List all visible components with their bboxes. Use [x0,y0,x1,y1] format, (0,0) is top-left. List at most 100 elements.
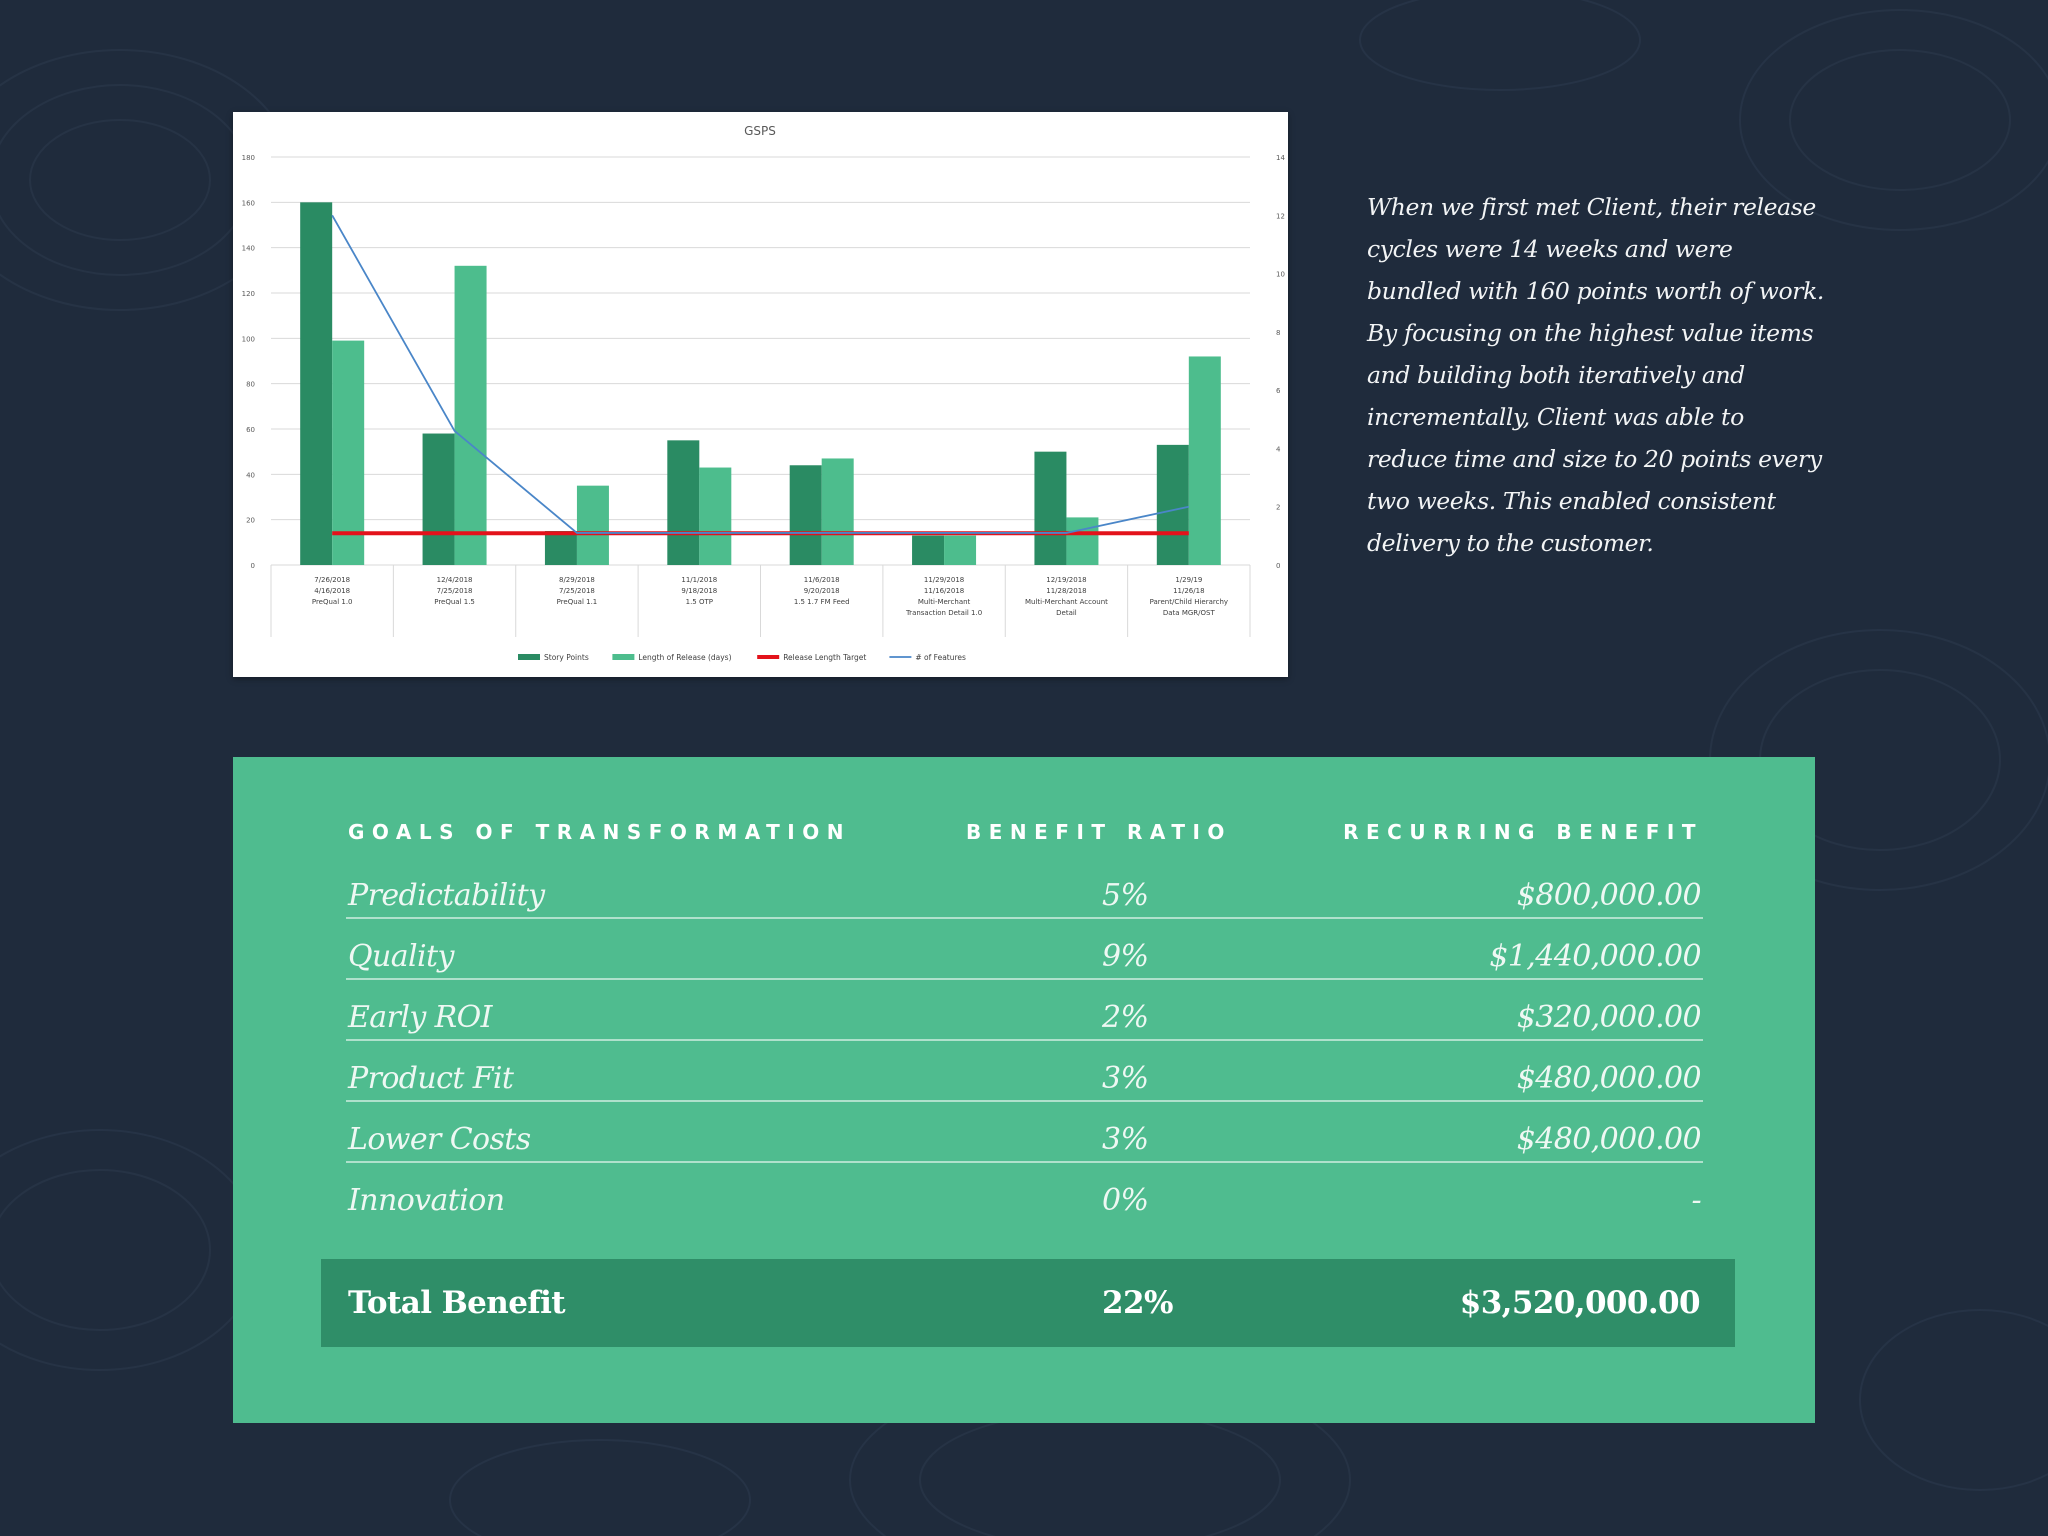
left-tick-label: 120 [242,290,255,298]
x-category-label: 12/19/2018 [1046,576,1086,584]
left-tick-label: 100 [242,335,255,343]
goal-cell: Innovation [348,1183,505,1218]
x-category-label: PreQual 1.0 [312,598,353,606]
features-line [331,214,1190,534]
x-category-label: 7/26/2018 [314,576,350,584]
goal-cell: Quality [348,939,454,974]
legend-swatch [518,654,540,660]
x-category-label: 1.5 1.7 FM Feed [794,598,850,606]
x-category-label: 11/26/18 [1173,587,1204,595]
bar-story-points [912,535,945,565]
ratio-cell: 3% [1102,1061,1149,1096]
ratio-cell: 0% [1102,1183,1149,1218]
total-recurring: $3,520,000.00 [1459,1285,1701,1321]
ratio-cell: 2% [1102,1000,1149,1035]
bar-length-of-release [821,458,854,565]
x-category-label: 11/1/2018 [681,576,717,584]
header-benefit-ratio: BENEFIT RATIO [966,820,1232,844]
right-tick-label: 6 [1276,387,1281,395]
right-tick-label: 2 [1276,504,1280,512]
x-category-label: 7/25/2018 [437,587,473,595]
legend-label: Story Points [544,653,589,662]
table-header: GOALS OF TRANSFORMATION BENEFIT RATIO RE… [233,820,1815,860]
x-category-label: 1/29/19 [1175,576,1202,584]
bar-story-points [422,433,455,565]
left-tick-label: 180 [242,154,255,162]
total-label: Total Benefit [348,1285,566,1321]
recurring-cell: $800,000.00 [1516,878,1702,913]
right-tick-label: 4 [1276,445,1281,453]
right-tick-label: 10 [1276,271,1285,279]
recurring-cell: $320,000.00 [1516,1000,1702,1035]
bar-story-points [1034,451,1067,565]
ratio-cell: 3% [1102,1122,1149,1157]
x-category-label: 11/16/2018 [924,587,964,595]
left-tick-label: 60 [246,426,255,434]
left-tick-label: 0 [251,562,255,570]
x-category-label: 7/25/2018 [559,587,595,595]
recurring-cell: $480,000.00 [1516,1061,1702,1096]
bar-length-of-release [454,265,487,565]
left-tick-label: 20 [246,517,255,525]
header-recurring-benefit: RECURRING BENEFIT [1343,820,1703,844]
goal-cell: Predictability [348,878,545,913]
legend-label: # of Features [915,653,966,662]
x-category-label: 9/20/2018 [804,587,840,595]
recurring-cell: - [1691,1183,1701,1218]
gsps-chart: GSPS 0 20 40 60 80 100 120 140 160 180 0 2 4 6 8 10 12 14… [242,124,1286,662]
legend-label: Length of Release (days) [638,653,731,662]
x-category-label: 11/28/2018 [1046,587,1086,595]
ratio-cell: 9% [1102,939,1149,974]
left-tick-label: 80 [246,381,255,389]
x-category-label: PreQual 1.1 [557,598,598,606]
bar-length-of-release [944,535,977,565]
goal-cell: Lower Costs [348,1122,531,1157]
goal-cell: Product Fit [348,1061,514,1096]
left-tick-label: 140 [242,245,255,253]
x-category-label: Transaction Detail 1.0 [905,609,982,617]
table-row: Quality 9% $1,440,000.00 [346,918,1703,980]
bar-story-points [544,531,577,565]
bar-length-of-release [1188,356,1221,565]
right-tick-label: 12 [1276,212,1285,220]
x-category-label: 4/16/2018 [314,587,350,595]
x-category-label: 9/18/2018 [681,587,717,595]
table-row: Predictability 5% $800,000.00 [346,857,1703,919]
goal-cell: Early ROI [348,1000,492,1035]
table-row: Lower Costs 3% $480,000.00 [346,1101,1703,1163]
x-category-label: 11/29/2018 [924,576,964,584]
x-category-label: PreQual 1.5 [434,598,475,606]
right-tick-label: 14 [1276,154,1285,162]
bar-story-points [300,202,333,565]
benefits-table: GOALS OF TRANSFORMATION BENEFIT RATIO RE… [233,757,1815,1423]
left-tick-label: 40 [246,471,255,479]
narrative-text: When we first met Client, their release … [1367,193,1824,557]
total-benefit-row: Total Benefit 22% $3,520,000.00 [321,1259,1735,1347]
x-category-label: Multi-Merchant [918,598,971,606]
legend-label: Release Length Target [783,653,866,662]
bar-story-points [789,465,822,565]
bar-story-points [1156,444,1189,565]
recurring-cell: $480,000.00 [1516,1122,1702,1157]
header-goals: GOALS OF TRANSFORMATION [348,820,851,844]
bar-length-of-release [1066,517,1099,565]
bar-length-of-release [332,340,365,565]
total-ratio: 22% [1102,1285,1173,1321]
x-category-label: 12/4/2018 [437,576,473,584]
bar-length-of-release [576,485,609,565]
table-row: Product Fit 3% $480,000.00 [346,1040,1703,1102]
x-category-label: Detail [1056,609,1077,617]
legend-swatch [612,654,635,660]
bar-length-of-release [699,467,732,565]
x-category-label: 1.5 OTP [686,598,713,606]
x-category-label: Multi-Merchant Account [1025,598,1108,606]
ratio-cell: 5% [1102,878,1149,913]
x-category-label: Data MGR/OST [1163,609,1216,617]
x-category-label: 11/6/2018 [804,576,840,584]
right-tick-label: 0 [1276,562,1280,570]
right-tick-label: 8 [1276,329,1280,337]
table-row: Early ROI 2% $320,000.00 [346,979,1703,1041]
x-category-label: 8/29/2018 [559,576,595,584]
bar-story-points [667,440,700,565]
